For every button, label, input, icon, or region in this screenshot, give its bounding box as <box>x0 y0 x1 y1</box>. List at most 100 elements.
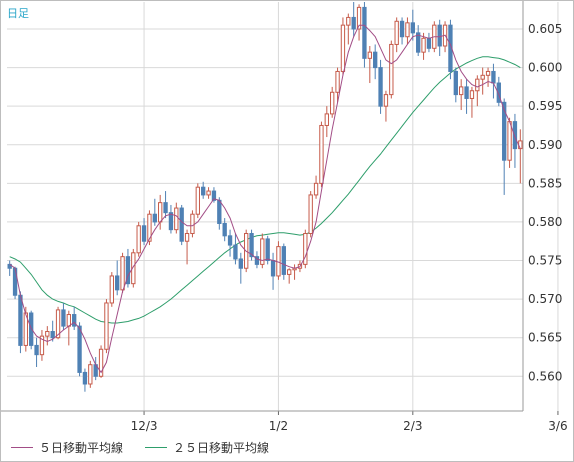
y-tick-label: 0.570 <box>528 292 562 306</box>
legend: ５日移動平均線 ２５日移動平均線 <box>11 439 269 456</box>
candle-body-up <box>109 275 114 304</box>
candle-body-down <box>378 67 383 107</box>
candle-body-up <box>147 213 152 242</box>
candle-body-down <box>491 70 496 84</box>
y-tick-label: 0.590 <box>528 138 562 152</box>
candle-body-up <box>66 314 71 327</box>
ma25-layer <box>9 56 521 324</box>
candle-body-down <box>227 235 233 246</box>
candle-body-up <box>308 194 313 235</box>
candle-body-down <box>281 246 286 275</box>
candle-body-up <box>287 269 292 275</box>
candle-body-down <box>163 202 168 214</box>
candle-body-down <box>125 256 131 285</box>
candle-body-up <box>303 233 308 265</box>
candle-body-up <box>324 113 329 126</box>
y-tick-label: 0.575 <box>528 254 562 268</box>
y-tick-label: 0.605 <box>528 22 562 36</box>
candle-body-down <box>512 121 518 150</box>
candle-body-down <box>437 24 442 47</box>
legend-label-ma25: ２５日移動平均線 <box>173 441 270 455</box>
axis-layer: 0.605 0.600 0.595 0.590 0.585 0.580 0.575 0.570… <box>1 1 568 433</box>
candle-body-up <box>469 90 475 99</box>
candle-body-down <box>179 207 184 242</box>
candle-body-up <box>174 207 179 231</box>
x-tick-label: 1/2 <box>269 419 288 433</box>
candle-body-down <box>61 309 66 327</box>
candle-body-down <box>50 331 55 339</box>
y-tick-label: 0.565 <box>528 331 562 345</box>
legend-swatch-ma5 <box>11 447 33 448</box>
candle-body-up <box>356 6 362 30</box>
candle-body-up <box>319 124 324 184</box>
y-tick-label: 0.580 <box>528 215 562 229</box>
candle-body-down <box>222 222 227 237</box>
candle-body-up <box>421 37 426 53</box>
candle-body-up <box>335 70 340 93</box>
ma5-line <box>9 24 521 374</box>
y-tick-label: 0.600 <box>528 61 562 75</box>
candle-body-up <box>367 51 372 59</box>
candle-body-down <box>464 86 469 99</box>
candle-body-down <box>233 244 238 260</box>
candle-body-up <box>340 24 346 72</box>
candle-body-up <box>459 86 464 96</box>
candle-body-up <box>507 121 512 161</box>
candle-body-up <box>195 186 200 215</box>
x-tick-label: 2/3 <box>403 419 422 433</box>
candle-body-up <box>485 70 491 76</box>
candle-body-down <box>115 275 120 291</box>
candle-body-up <box>346 16 351 26</box>
legend-label-ma5: ５日移動平均線 <box>39 441 124 455</box>
candle-body-down <box>82 371 88 385</box>
candle-body-down <box>77 325 82 373</box>
candle-body-up <box>260 238 265 265</box>
candle-body-down <box>270 260 276 277</box>
candle-body-up <box>190 213 195 235</box>
candle-body-up <box>39 335 45 356</box>
candle-body-up <box>120 256 125 291</box>
candle-body-up <box>475 78 480 92</box>
candle-body-up <box>206 190 211 196</box>
candle-body-down <box>254 256 260 265</box>
candle-body-up <box>330 91 335 115</box>
candle-body-up <box>104 302 109 350</box>
candle-body-up <box>405 22 410 38</box>
candle-body-up <box>184 233 190 242</box>
y-tick-label: 0.595 <box>528 99 562 113</box>
candle-body-down <box>351 16 356 30</box>
x-tick-label: 12/3 <box>131 419 158 433</box>
chart-title: 日足 <box>7 7 29 20</box>
candle-body-down <box>362 6 367 59</box>
candle-body-down <box>373 51 378 69</box>
ma5-layer <box>9 24 521 374</box>
ma25-line <box>9 56 521 324</box>
candle-body-down <box>168 212 174 231</box>
candle-body-down <box>238 258 243 269</box>
grid-layer <box>7 2 559 411</box>
candle-body-up <box>98 348 104 377</box>
candle-body-up <box>394 20 399 45</box>
candle-body-up <box>55 309 61 339</box>
candle-body-up <box>383 94 389 107</box>
x-tick-label: 3/6 <box>548 419 567 433</box>
candle-body-down <box>265 238 270 262</box>
legend-item-ma25: ２５日移動平均線 <box>145 439 269 456</box>
candle-body-down <box>502 101 507 161</box>
candle-body-down <box>18 294 23 346</box>
candle-body-down <box>141 225 147 242</box>
candle-body-down <box>426 37 432 49</box>
candle-body-up <box>158 202 163 223</box>
candle-body-up <box>45 331 50 337</box>
candle-body-down <box>453 70 458 96</box>
candle-body-up <box>136 225 141 254</box>
candle-body-up <box>389 43 394 96</box>
candle-body-down <box>399 20 405 38</box>
candle-body-down <box>496 82 501 103</box>
candle-body-up <box>480 74 485 80</box>
candle-body-up <box>88 364 93 385</box>
candle-body-down <box>7 263 12 269</box>
legend-swatch-ma25 <box>145 447 168 448</box>
candle-body-up <box>313 182 319 196</box>
